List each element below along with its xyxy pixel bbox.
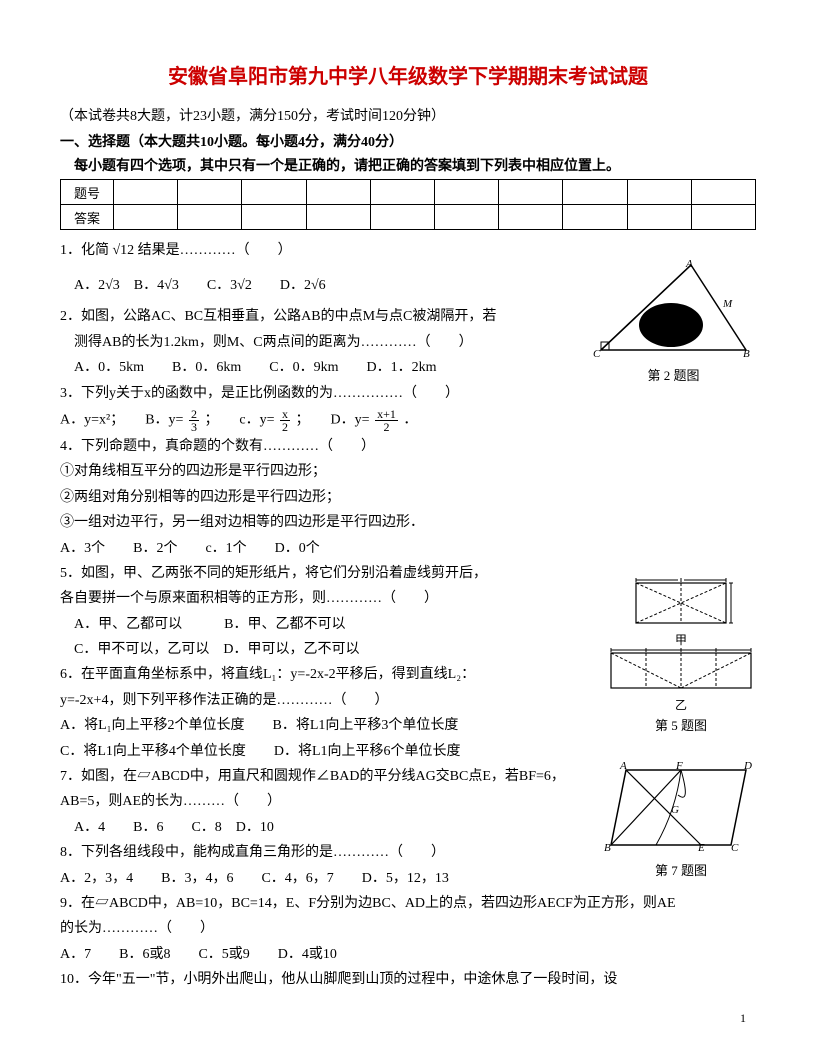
question-9: 9．在▱ABCD中，AB=10，BC=14，E、F分别为边BC、AD上的点，若四… bbox=[60, 893, 756, 915]
exam-title: 安徽省阜阳市第九中学八年级数学下学期期末考试试题 bbox=[60, 60, 756, 89]
figure-7-caption: 第 7 题图 bbox=[606, 860, 756, 879]
figure-5-jia-svg bbox=[606, 578, 756, 628]
question-4-3: ③一组对边平行，另一组对边相等的四边形是平行四边形． bbox=[60, 512, 756, 534]
question-4-2: ②两组对角分别相等的四边形是平行四边形； bbox=[60, 487, 756, 509]
q3-prefix: A．y=x²； B．y= bbox=[60, 413, 183, 428]
fig5-yi-label: 乙 bbox=[606, 696, 756, 713]
figure-7: A F D B E C G 第 7 题图 bbox=[606, 760, 756, 879]
page-number: 1 bbox=[740, 1011, 746, 1026]
exam-info: （本试卷共8大题，计23小题，满分150分，考试时间120分钟） bbox=[60, 105, 756, 125]
fig5-jia-label: 甲 bbox=[606, 631, 756, 648]
label-A: A bbox=[686, 258, 693, 270]
question-9b: 的长为…………（ ） bbox=[60, 918, 756, 940]
table-row: 答案 bbox=[61, 205, 756, 230]
label-B: B bbox=[604, 842, 611, 854]
fraction: x+12 bbox=[375, 408, 398, 433]
question-9-options: A．7 B．6或8 C．5或9 D．4或10 bbox=[60, 944, 756, 966]
label-E: E bbox=[698, 842, 705, 854]
answer-table: 题号 答案 bbox=[60, 179, 756, 230]
figure-5: 甲 乙 第 5 题图 bbox=[606, 578, 756, 734]
figure-2-svg bbox=[591, 260, 756, 360]
question-4-1: ①对角线相互平分的四边形是平行四边形； bbox=[60, 461, 756, 483]
label-F: F bbox=[676, 760, 683, 772]
fraction: x2 bbox=[280, 408, 290, 433]
figure-2-caption: 第 2 题图 bbox=[591, 365, 756, 384]
figure-7-svg bbox=[606, 760, 756, 855]
label-C: C bbox=[593, 348, 600, 360]
figure-5-yi-svg bbox=[606, 648, 756, 693]
section-1-head: 一、选择题（本大题共10小题。每小题4分，满分40分） bbox=[60, 131, 756, 151]
question-10: 10．今年"五一"节，小明外出爬山，他从山脚爬到山顶的过程中，中途休息了一段时间… bbox=[60, 969, 756, 991]
figure-5-caption: 第 5 题图 bbox=[606, 715, 756, 734]
question-3: 3．下列y关于x的函数中，是正比例函数的为……………（ ） bbox=[60, 383, 756, 405]
row-label: 答案 bbox=[61, 205, 114, 230]
figure-2: A C B M 第 2 题图 bbox=[591, 260, 756, 384]
label-B: B bbox=[743, 348, 750, 360]
section-1-note: 每小题有四个选项，其中只有一个是正确的，请把正确的答案填到下列表中相应位置上。 bbox=[60, 155, 756, 175]
row-label: 题号 bbox=[61, 180, 114, 205]
label-A: A bbox=[620, 760, 627, 772]
label-G: G bbox=[671, 804, 679, 816]
q3-suffix: ． bbox=[403, 413, 417, 428]
question-3-options: A．y=x²； B．y= 23 ； c．y= x2 ； D．y= x+12 ． bbox=[60, 408, 756, 433]
table-row: 题号 bbox=[61, 180, 756, 205]
question-4: 4．下列命题中，真命题的个数有…………（ ） bbox=[60, 436, 756, 458]
q3-mid2: ； D．y= bbox=[296, 413, 370, 428]
question-4-options: A．3个 B．2个 c．1个 D．0个 bbox=[60, 538, 756, 560]
label-M: M bbox=[723, 298, 732, 310]
label-D: D bbox=[744, 760, 752, 772]
fraction: 23 bbox=[189, 408, 199, 433]
label-C: C bbox=[731, 842, 738, 854]
q3-mid1: ； c．y= bbox=[204, 413, 274, 428]
